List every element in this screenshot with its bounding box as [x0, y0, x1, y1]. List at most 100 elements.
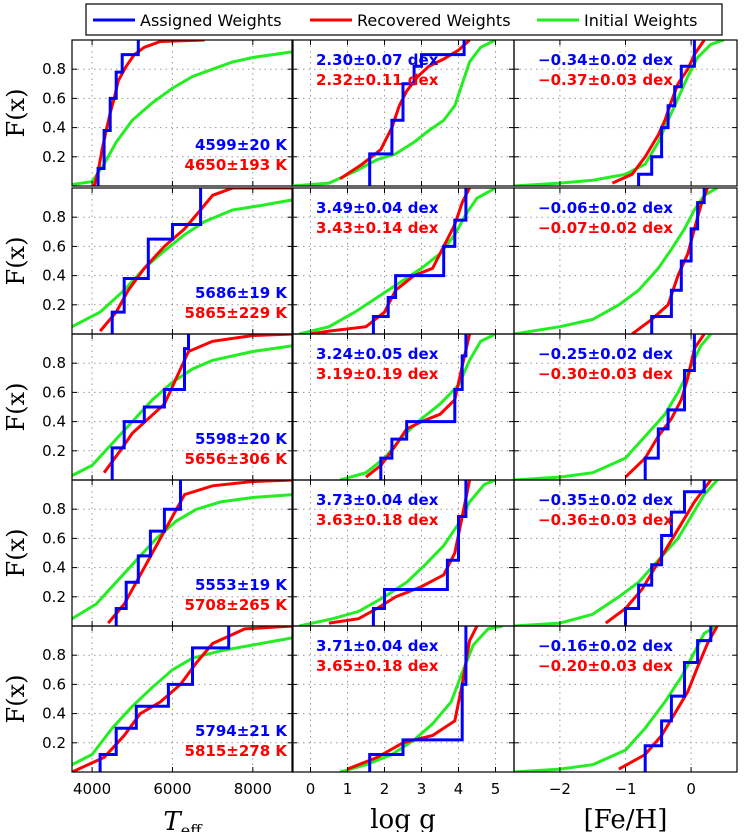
x-axis-label-feh: [Fe/H]: [584, 805, 668, 832]
annotation-assigned: −0.25±0.02 dex: [538, 345, 673, 363]
annotation-recovered: 5815±278 K: [185, 742, 289, 760]
series-group: [72, 334, 293, 480]
series-line-initial: [299, 188, 497, 334]
series-line-initial: [292, 40, 497, 186]
annotation-assigned: 3.73±0.04 dex: [316, 491, 439, 509]
xtick-label: 6000: [153, 780, 191, 798]
series-group: [299, 188, 497, 334]
annotation-recovered: −0.37±0.03 dex: [538, 71, 673, 89]
series-group: [514, 334, 712, 480]
annotation-assigned: −0.34±0.02 dex: [538, 51, 673, 69]
annotation-assigned: 3.71±0.04 dex: [316, 637, 439, 655]
annotation-recovered: 5708±265 K: [185, 596, 289, 614]
legend-label-initial: Initial Weights: [584, 11, 697, 30]
ytick-label: 0.6: [42, 89, 66, 107]
series-line-recovered: [107, 480, 293, 625]
annotation-assigned: −0.35±0.02 dex: [538, 491, 673, 509]
xtick-label: 5: [491, 780, 501, 798]
series-line-assigned: [371, 480, 468, 626]
panel-frame: [71, 625, 294, 773]
ytick-label: 0.6: [42, 529, 66, 547]
xtick-label: 1: [343, 780, 353, 798]
panel-r4-teff: 0.2 0.4 0.6 0.8 5553±19 K 5708±265 K: [42, 479, 294, 627]
annotation-assigned: −0.06±0.02 dex: [538, 199, 673, 217]
ytick-label: 0.2: [42, 588, 66, 606]
ytick-label: 0.2: [42, 442, 66, 460]
panel-r3-logg: 3.24±0.05 dex 3.19±0.19 dex: [291, 333, 515, 481]
annotation-assigned: 3.49±0.04 dex: [316, 199, 439, 217]
series-line-recovered: [618, 626, 719, 771]
series-line-initial: [514, 40, 725, 186]
series-group: [514, 480, 719, 626]
series-line-assigned: [643, 626, 713, 772]
series-group: [72, 626, 293, 772]
panel-r1-teff: 0.2 0.4 0.6 0.8 4599±20 K 4650±193 K: [42, 39, 294, 187]
series-line-initial: [299, 480, 497, 626]
ytick-label: 0.6: [42, 675, 66, 693]
series-line-initial: [514, 480, 719, 626]
series-line-assigned: [98, 626, 231, 772]
ytick-label: 0.8: [42, 60, 66, 78]
annotation-recovered: 3.43±0.14 dex: [316, 219, 439, 237]
annotation-recovered: 4650±193 K: [185, 156, 289, 174]
annotation-assigned: 5553±19 K: [195, 576, 288, 594]
annotation-assigned: 5598±20 K: [195, 430, 288, 448]
series-group: [514, 40, 725, 186]
series-group: [514, 188, 719, 334]
panel-r4-feh: −0.35±0.02 dex −0.36±0.03 dex: [513, 479, 738, 627]
y-axis-label: F(x): [2, 237, 30, 286]
annotation-recovered: 2.32±0.11 dex: [316, 71, 439, 89]
panel-r5-feh: −0.16±0.02 dex −0.20±0.03 dex: [513, 625, 738, 773]
annotation-recovered: 3.63±0.18 dex: [316, 511, 439, 529]
annotation-recovered: −0.20±0.03 dex: [538, 657, 673, 675]
ytick-label: 0.4: [42, 119, 66, 137]
xtick-label: 3: [417, 780, 427, 798]
annotation-recovered: 3.65±0.18 dex: [316, 657, 439, 675]
ytick-label: 0.6: [42, 237, 66, 255]
ytick-label: 0.4: [42, 559, 66, 577]
series-line-assigned: [96, 40, 140, 186]
series-line-initial: [339, 334, 497, 480]
ytick-label: 0.4: [42, 413, 66, 431]
series-line-assigned: [110, 334, 190, 480]
ytick-label: 0.8: [42, 208, 66, 226]
series-group: [514, 626, 719, 772]
series-group: [72, 40, 293, 186]
series-line-initial: [72, 636, 293, 767]
series-group: [72, 480, 293, 626]
series-line-assigned: [624, 480, 706, 626]
ytick-label: 0.6: [42, 383, 66, 401]
annotation-recovered: 5865±229 K: [185, 304, 289, 322]
panel-r5-logg: 3.71±0.04 dex 3.65±0.18 dex: [291, 625, 515, 773]
legend: Assigned Weights Recovered Weights Initi…: [85, 3, 723, 36]
series-line-initial: [72, 198, 293, 329]
series-group: [292, 40, 497, 186]
series-line-initial: [72, 344, 293, 477]
xtick-label: −1: [614, 780, 636, 798]
ytick-label: 0.2: [42, 296, 66, 314]
panel-r2-teff: 0.2 0.4 0.6 0.8 5686±19 K 5865±229 K: [42, 187, 294, 335]
panel-r4-logg: 3.73±0.04 dex 3.63±0.18 dex: [291, 479, 515, 627]
y-axis-label: F(x): [2, 383, 30, 432]
annotation-assigned: 5794±21 K: [195, 722, 288, 740]
annotation-recovered: −0.36±0.03 dex: [538, 511, 673, 529]
series-group: [72, 188, 293, 334]
annotation-recovered: 3.19±0.19 dex: [316, 365, 439, 383]
y-axis-label: F(x): [2, 89, 30, 138]
ytick-label: 0.2: [42, 734, 66, 752]
series-line-initial: [339, 626, 504, 772]
series-line-assigned: [368, 626, 468, 772]
panel-r1-feh: −0.34±0.02 dex −0.37±0.03 dex: [513, 39, 738, 187]
annotation-recovered: −0.30±0.03 dex: [538, 365, 673, 383]
annotation-assigned: 2.30±0.07 dex: [316, 51, 439, 69]
annotation-assigned: 3.24±0.05 dex: [316, 345, 439, 363]
series-group: [299, 480, 497, 626]
xtick-label: 0: [686, 780, 696, 798]
series-group: [339, 334, 497, 480]
ytick-label: 0.8: [42, 500, 66, 518]
series-line-assigned: [114, 480, 182, 626]
series-line-initial: [514, 626, 719, 772]
y-axis-label: F(x): [2, 529, 30, 578]
